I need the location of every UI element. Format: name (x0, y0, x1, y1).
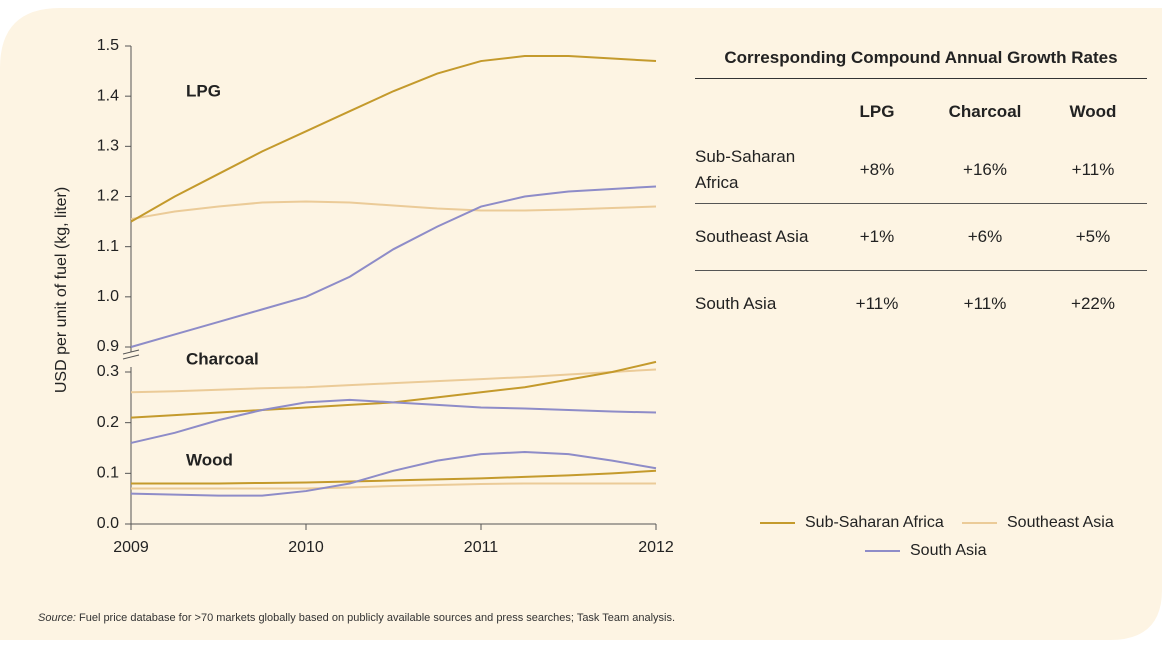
y-tick-label: 1.4 (97, 87, 119, 104)
column-header: Charcoal (948, 102, 1022, 121)
y-axis-label: USD per unit of fuel (kg, liter) (53, 187, 70, 393)
axis-break (122, 354, 140, 360)
table-cell: +11% (963, 294, 1007, 313)
source-label: Source: (38, 612, 76, 624)
line-series (131, 469, 657, 485)
table-cell: +6% (967, 227, 1003, 246)
legend-label: Sub-Saharan Africa (805, 514, 944, 531)
y-tick-label: 1.2 (97, 188, 119, 205)
table-cell: +22% (1071, 294, 1115, 313)
line-series (130, 368, 657, 394)
line-series (130, 451, 657, 497)
legend-label: Southeast Asia (1007, 514, 1114, 531)
row-label: South Asia (695, 294, 777, 313)
x-tick-label: 2011 (464, 539, 499, 556)
y-tick-label: 0.3 (97, 363, 119, 380)
x-tick-label: 2010 (288, 539, 324, 556)
y-tick-label: 1.3 (97, 138, 119, 155)
column-header: LPG (859, 102, 895, 121)
line-series (131, 482, 656, 490)
x-tick-label: 2012 (638, 539, 674, 556)
y-tick-label: 1.5 (97, 37, 119, 54)
group-label: LPG (186, 81, 221, 100)
y-tick-label: 0.1 (97, 465, 119, 482)
group-label: Charcoal (186, 349, 259, 368)
table-row: South Asia +11% +11% +22% (695, 271, 1147, 337)
row-label: Sub-Saharan Africa (695, 147, 796, 192)
header-row: LPG Charcoal Wood (695, 79, 1147, 137)
line-series (130, 398, 657, 444)
legend-label: South Asia (910, 542, 987, 559)
table-cell: +5% (1075, 227, 1111, 246)
table-row: Sub-Saharan Africa +8% +16% +11% (695, 137, 1147, 204)
table-title: Corresponding Compound Annual Growth Rat… (695, 40, 1147, 79)
axis-break (122, 349, 140, 355)
y-tick-label: 0.2 (97, 414, 119, 431)
y-tick-label: 1.0 (97, 288, 119, 305)
row-label: Southeast Asia (695, 227, 809, 246)
line-series (130, 185, 657, 348)
table-cell: +11% (1071, 160, 1115, 179)
table-cell: +1% (859, 227, 895, 246)
source-note: Source: Fuel price database for >70 mark… (38, 612, 675, 624)
column-header: Wood (1069, 102, 1117, 121)
group-label: Wood (186, 450, 233, 469)
y-tick-label: 0.0 (97, 515, 119, 532)
line-series (130, 55, 657, 223)
table-cell: +16% (963, 160, 1007, 179)
table-cell: +11% (855, 294, 899, 313)
growth-table: Corresponding Compound Annual Growth Rat… (695, 40, 1147, 337)
table-row: Southeast Asia +1% +6% +5% (695, 204, 1147, 271)
source-text: Fuel price database for >70 markets glob… (78, 612, 676, 624)
line-series (130, 200, 657, 221)
table-cell: +8% (859, 160, 895, 179)
y-tick-label: 1.1 (97, 238, 119, 255)
x-tick-label: 2009 (113, 539, 149, 556)
y-tick-label: 0.9 (97, 338, 119, 355)
